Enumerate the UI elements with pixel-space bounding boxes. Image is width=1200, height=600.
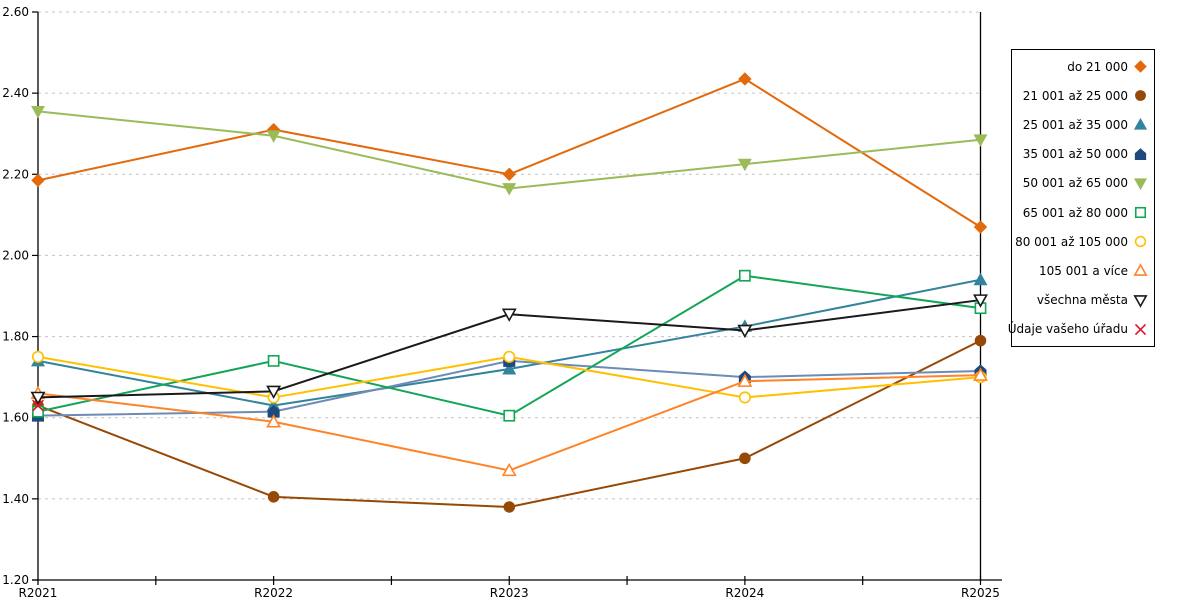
y-tick-label: 1.20 (2, 573, 29, 587)
triangle-up-icon (502, 362, 517, 375)
triangle-up-icon (266, 414, 282, 428)
legend-label: Údaje vašeho úřadu (1007, 322, 1128, 337)
triangle-up-icon (737, 373, 753, 387)
triangle-down-icon (1133, 294, 1148, 308)
legend-item: do 21 000 (1014, 59, 1148, 74)
triangle-down-icon (266, 130, 281, 143)
diamond-icon (738, 72, 752, 86)
triangle-down-icon (973, 134, 988, 147)
legend-label: 35 001 až 50 000 (1022, 147, 1128, 162)
x-tick-label: R2021 (19, 586, 58, 600)
y-tick-label: 1.60 (2, 411, 29, 425)
legend-item: 21 001 až 25 000 (1014, 88, 1148, 103)
legend-circle-icon (1135, 90, 1146, 102)
triangle-up-icon (1133, 263, 1148, 277)
triangle-up-icon (973, 272, 988, 286)
series-7 (31, 350, 987, 404)
series-line (37, 278, 981, 407)
series-3 (31, 272, 988, 411)
diamond-icon (31, 173, 45, 188)
legend-item: 35 001 až 50 000 (1014, 147, 1148, 162)
circle-icon (1135, 90, 1146, 102)
legend-label: do 21 000 (1067, 59, 1128, 74)
series-6 (32, 269, 987, 422)
triangle-down-icon (973, 294, 988, 308)
legend-item: všechna města (1014, 293, 1148, 308)
x-tick-label: R2022 (254, 586, 293, 600)
legend-square-icon (1134, 206, 1147, 219)
legend-item: 25 001 až 35 000 (1014, 117, 1148, 132)
legend-item: Údaje vašeho úřadu (1008, 322, 1148, 337)
pentagon-icon (1134, 147, 1147, 160)
triangle-down-icon (502, 183, 517, 196)
y-tick-label: 2.60 (2, 5, 29, 19)
diamond-icon (973, 220, 988, 234)
square-icon (1134, 206, 1147, 219)
legend-label: 65 001 až 80 000 (1022, 205, 1128, 220)
series-line (37, 77, 982, 228)
circle-icon (267, 491, 280, 503)
y-tick-label: 2.00 (2, 248, 29, 262)
x-tick-label: R2024 (725, 586, 764, 600)
legend-triangle-up-icon (1133, 118, 1148, 131)
triangle-up-icon (1133, 118, 1148, 131)
triangle-down-icon (501, 308, 517, 322)
series-9 (30, 294, 988, 406)
legend-label: 50 001 až 65 000 (1022, 176, 1128, 191)
x-tick-label: R2023 (490, 586, 529, 600)
legend-pentagon-icon (1134, 147, 1147, 160)
triangle-down-icon (737, 324, 753, 339)
legend-circle-icon (1134, 235, 1147, 248)
diamond-icon (502, 167, 516, 181)
circle-icon (974, 334, 987, 347)
legend-triangle-down-icon (1133, 294, 1148, 308)
y-tick-label: 1.40 (2, 492, 29, 506)
triangle-up-icon (973, 367, 988, 381)
legend-label: 80 001 až 105 000 (1015, 234, 1128, 249)
triangle-down-icon (31, 105, 45, 119)
square-icon (267, 355, 280, 367)
square-icon (503, 409, 516, 422)
circle-icon (31, 350, 45, 363)
series-5 (31, 105, 988, 196)
legend-triangle-down-icon (1133, 178, 1148, 190)
legend-item: 65 001 až 80 000 (1014, 205, 1148, 220)
legend-x-icon (1134, 323, 1147, 335)
series-10 (32, 399, 44, 412)
x-tick-label: R2025 (961, 586, 1000, 600)
triangle-down-icon (737, 158, 752, 172)
legend-label: 25 001 až 35 000 (1022, 117, 1128, 132)
x-icon (1134, 323, 1147, 335)
legend-item: 105 001 a více (1014, 263, 1148, 278)
circle-icon (1134, 235, 1147, 248)
y-tick-label: 1.80 (2, 330, 29, 344)
legend-item: 50 001 až 65 000 (1014, 176, 1148, 191)
y-tick-label: 2.20 (2, 167, 29, 181)
legend-label: 21 001 až 25 000 (1022, 88, 1128, 103)
triangle-down-icon (30, 391, 46, 406)
x-icon (32, 399, 44, 412)
y-tick-label: 2.40 (2, 86, 29, 100)
triangle-down-icon (266, 385, 282, 399)
triangle-up-icon (501, 462, 517, 477)
legend-item: 80 001 až 105 000 (1014, 234, 1148, 249)
square-icon (738, 269, 751, 282)
chart-legend: do 21 000 21 001 až 25 000 25 001 až 35 00… (1008, 49, 1155, 347)
triangle-down-icon (1133, 178, 1148, 190)
legend-diamond-icon (1134, 60, 1147, 73)
circle-icon (503, 350, 516, 363)
legend-triangle-up-icon (1133, 263, 1148, 277)
circle-icon (738, 391, 751, 404)
series-8 (30, 367, 988, 477)
circle-icon (739, 452, 751, 465)
legend-label: všechna města (1036, 293, 1128, 308)
diamond-icon (1134, 60, 1147, 73)
circle-icon (503, 501, 516, 513)
legend-label: 105 001 a více (1038, 263, 1128, 278)
